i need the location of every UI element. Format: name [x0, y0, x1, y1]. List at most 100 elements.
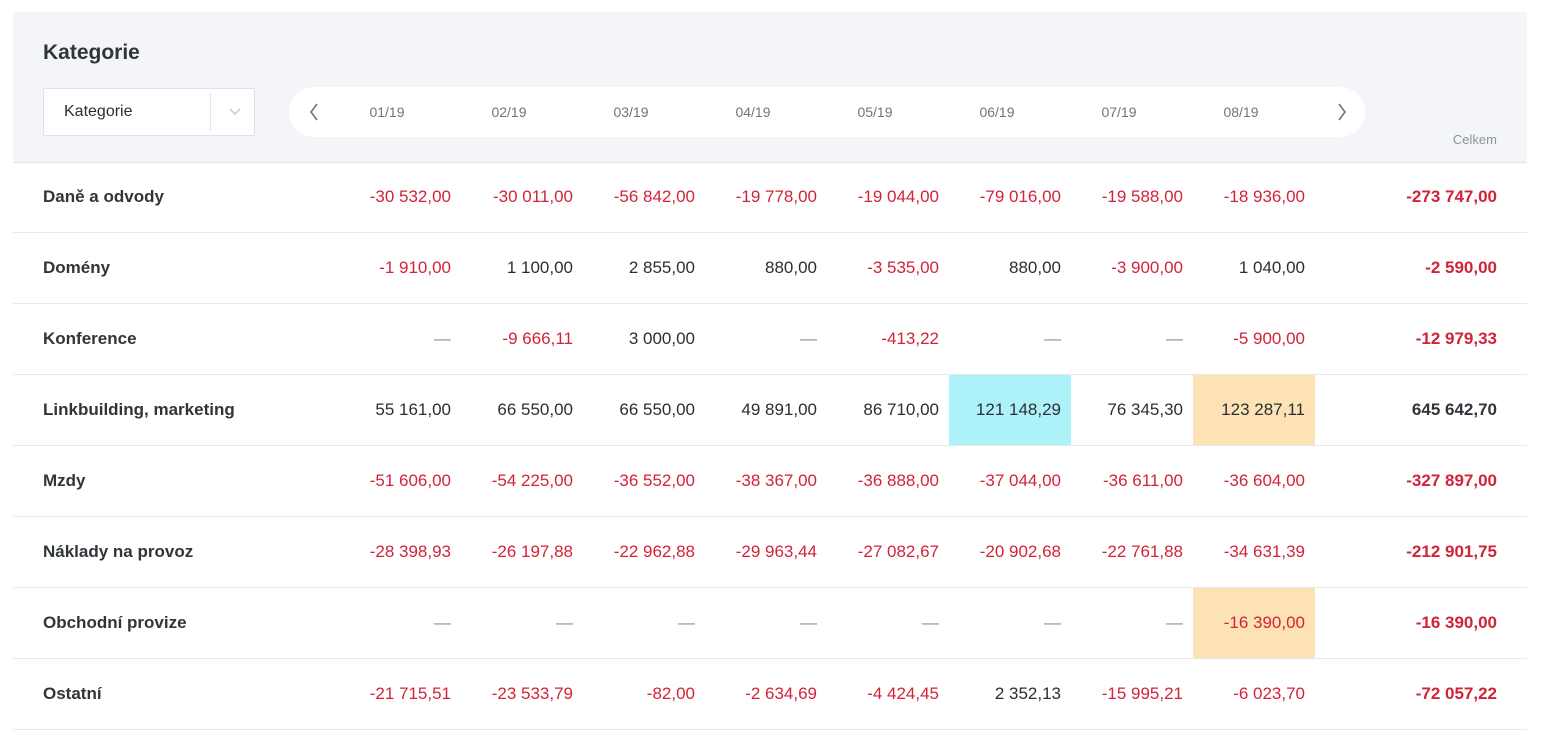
page-title: Kategorie [43, 41, 140, 64]
value-cell[interactable]: -56 842,00 [613, 187, 695, 206]
value-cell[interactable]: — [678, 613, 695, 632]
value-cell[interactable]: -3 900,00 [1111, 258, 1183, 277]
value-cell[interactable]: -36 611,00 [1102, 471, 1183, 490]
value-cell[interactable]: -30 011,00 [492, 187, 573, 206]
value-cell[interactable]: 66 550,00 [619, 400, 695, 419]
row-total: -212 901,75 [1406, 542, 1497, 561]
table-row[interactable]: Ostatní -21 715,51 -23 533,79 -82,00 -2 634,… [13, 659, 1527, 730]
value-cell[interactable]: -3 535,00 [867, 258, 939, 277]
table-row[interactable]: Obchodní provize — — — — — — — -16 390,00 -16 390… [13, 588, 1527, 659]
value-cell[interactable]: -82,00 [646, 684, 695, 703]
value-cell[interactable]: -22 962,88 [613, 542, 695, 561]
value-cell[interactable]: -30 532,00 [369, 187, 451, 206]
month-header: 07/19 [1101, 104, 1137, 120]
select-divider [210, 93, 211, 131]
row-category-label: Daně a odvody [43, 187, 164, 206]
value-cell[interactable]: — [922, 613, 939, 632]
value-cell[interactable]: -37 044,00 [979, 471, 1061, 490]
value-cell[interactable]: — [1166, 613, 1183, 632]
value-cell[interactable]: -36 604,00 [1223, 471, 1305, 490]
value-cell[interactable]: 86 710,00 [863, 400, 939, 419]
value-cell[interactable]: -4 424,45 [867, 684, 939, 703]
value-cell[interactable]: 1 040,00 [1238, 258, 1305, 277]
value-cell[interactable]: — [1044, 329, 1061, 348]
value-cell[interactable]: -54 225,00 [491, 471, 573, 490]
chevron-left-icon[interactable] [291, 87, 337, 137]
value-cell[interactable]: -19 778,00 [735, 187, 817, 206]
month-header: 06/19 [979, 104, 1015, 120]
value-cell[interactable]: 76 345,30 [1107, 400, 1183, 419]
value-cell[interactable]: 49 891,00 [741, 400, 817, 419]
row-category-label: Ostatní [43, 684, 102, 703]
total-column-header: Celkem [1452, 132, 1497, 147]
row-total: -12 979,33 [1415, 329, 1497, 348]
value-cell[interactable]: -16 390,00 [1193, 588, 1315, 658]
value-cell[interactable]: 121 148,29 [949, 375, 1071, 445]
value-cell[interactable]: 880,00 [1009, 258, 1061, 277]
table-row[interactable]: Daně a odvody -30 532,00 -30 011,00 -56 842… [13, 162, 1527, 233]
value-cell[interactable]: 880,00 [765, 258, 817, 277]
table-header: Kategorie Kategorie 01/19 02/19 03/19 04/19… [13, 12, 1527, 163]
row-total: -72 057,22 [1415, 684, 1497, 703]
value-cell[interactable]: -79 016,00 [979, 187, 1061, 206]
value-cell[interactable]: — [434, 329, 451, 348]
value-cell[interactable]: -22 761,88 [1101, 542, 1183, 561]
chevron-right-icon[interactable] [1319, 87, 1365, 137]
value-cell[interactable]: — [800, 613, 817, 632]
value-cell[interactable]: -38 367,00 [735, 471, 817, 490]
table-row[interactable]: Linkbuilding, marketing 55 161,00 66 550,0… [13, 375, 1527, 446]
month-header: 04/19 [735, 104, 771, 120]
value-cell[interactable]: -27 082,67 [857, 542, 939, 561]
value-cell[interactable]: -23 533,79 [491, 684, 573, 703]
table-row[interactable]: Domény -1 910,00 1 100,00 2 855,00 880,00 -3 … [13, 233, 1527, 304]
chevron-down-icon[interactable] [216, 89, 254, 135]
row-total: -16 390,00 [1415, 613, 1497, 632]
value-cell[interactable]: 3 000,00 [628, 329, 695, 348]
value-cell[interactable]: -51 606,00 [369, 471, 451, 490]
value-cell[interactable]: — [800, 329, 817, 348]
category-select-value: Kategorie [64, 103, 133, 120]
value-cell[interactable]: -413,22 [881, 329, 939, 348]
value-cell[interactable]: 55 161,00 [375, 400, 451, 419]
value-cell[interactable]: — [556, 613, 573, 632]
value-cell[interactable]: -20 902,68 [979, 542, 1061, 561]
value-cell[interactable]: 2 352,13 [994, 684, 1061, 703]
category-report-card: Kategorie Kategorie 01/19 02/19 03/19 04/19… [13, 12, 1527, 739]
value-cell[interactable]: -19 588,00 [1101, 187, 1183, 206]
value-cell[interactable]: -21 715,51 [369, 684, 451, 703]
value-cell[interactable]: — [434, 613, 451, 632]
value-cell[interactable]: -26 197,88 [491, 542, 573, 561]
value-cell[interactable]: 2 855,00 [628, 258, 695, 277]
month-header: 01/19 [369, 104, 405, 120]
value-cell[interactable]: -15 995,21 [1101, 684, 1183, 703]
value-cell[interactable]: -28 398,93 [369, 542, 451, 561]
value-cell[interactable]: -34 631,39 [1223, 542, 1305, 561]
month-header: 03/19 [613, 104, 649, 120]
value-cell[interactable]: 66 550,00 [497, 400, 573, 419]
category-select[interactable]: Kategorie [43, 88, 255, 136]
value-cell[interactable]: -6 023,70 [1233, 684, 1305, 703]
table-row[interactable]: Konference — -9 666,11 3 000,00 — -413,22 — — -5… [13, 304, 1527, 375]
value-cell[interactable]: -29 963,44 [735, 542, 817, 561]
value-cell[interactable]: — [1044, 613, 1061, 632]
value-cell[interactable]: -1 910,00 [379, 258, 451, 277]
row-total: -273 747,00 [1406, 187, 1497, 206]
row-category-label: Konference [43, 329, 137, 348]
value-cell[interactable]: -19 044,00 [857, 187, 939, 206]
table-row[interactable]: Náklady na provoz -28 398,93 -26 197,88 -22… [13, 517, 1527, 588]
value-cell[interactable]: 1 100,00 [506, 258, 573, 277]
value-cell[interactable]: -36 552,00 [613, 471, 695, 490]
table-row[interactable]: Mzdy -51 606,00 -54 225,00 -36 552,00 -38 36… [13, 446, 1527, 517]
value-cell[interactable]: -36 888,00 [857, 471, 939, 490]
value-cell[interactable]: -9 666,11 [502, 329, 573, 348]
row-category-label: Mzdy [43, 471, 86, 490]
value-cell[interactable]: -18 936,00 [1223, 187, 1305, 206]
value-cell[interactable]: -5 900,00 [1233, 329, 1305, 348]
value-cell[interactable]: — [1166, 329, 1183, 348]
row-total: -327 897,00 [1406, 471, 1497, 490]
month-navigator: 01/19 02/19 03/19 04/19 05/19 06/19 07/19 08/19 [289, 87, 1365, 137]
row-category-label: Linkbuilding, marketing [43, 400, 235, 419]
value-cell[interactable]: -2 634,69 [745, 684, 817, 703]
row-category-label: Obchodní provize [43, 613, 187, 632]
value-cell[interactable]: 123 287,11 [1193, 375, 1315, 445]
